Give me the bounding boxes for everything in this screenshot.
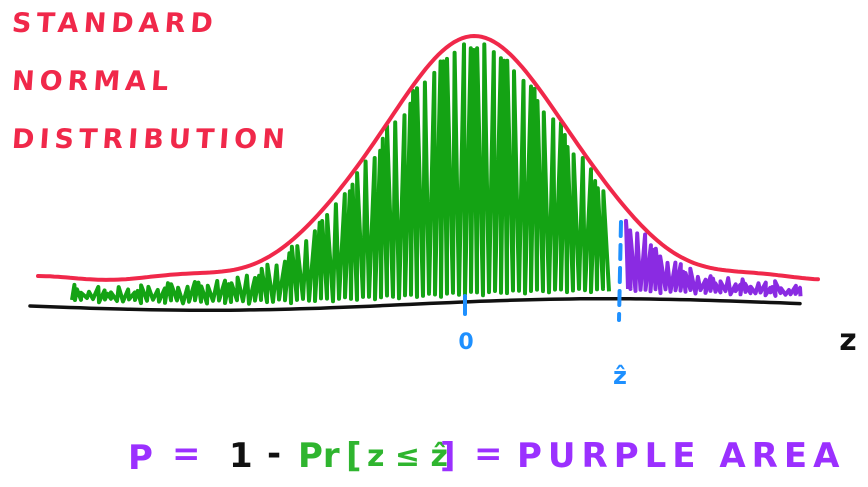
formula-open-bracket: [ — [346, 436, 362, 476]
zhat-dashed-marker — [617, 220, 623, 322]
formula-rhs: PURPLE AREA — [517, 436, 845, 476]
purple-shaded-area — [624, 218, 803, 298]
formula-pr: Pr — [298, 436, 340, 476]
green-shaded-area — [70, 42, 611, 306]
formula-condition: z ≤ ẑ — [367, 439, 448, 474]
bell-curve — [36, 34, 820, 282]
formula-equals-1: = — [172, 434, 201, 474]
formula-one: 1 — [229, 436, 253, 476]
formula-p: P — [128, 438, 153, 478]
z-axis-variable-label: z — [839, 323, 856, 358]
formula-equals-2: = — [474, 434, 503, 474]
purple-scribble-strokes — [624, 218, 803, 298]
formula-close-bracket: ] — [440, 436, 456, 476]
zero-label: 0 — [458, 330, 473, 355]
green-scribble-strokes — [70, 42, 611, 306]
z-axis-line — [28, 296, 802, 313]
zhat-label: ẑ — [613, 362, 627, 390]
probability-formula: P = 1 - Pr [ z ≤ ẑ ] = PURPLE AREA — [128, 434, 845, 478]
formula-minus: - — [267, 434, 281, 474]
